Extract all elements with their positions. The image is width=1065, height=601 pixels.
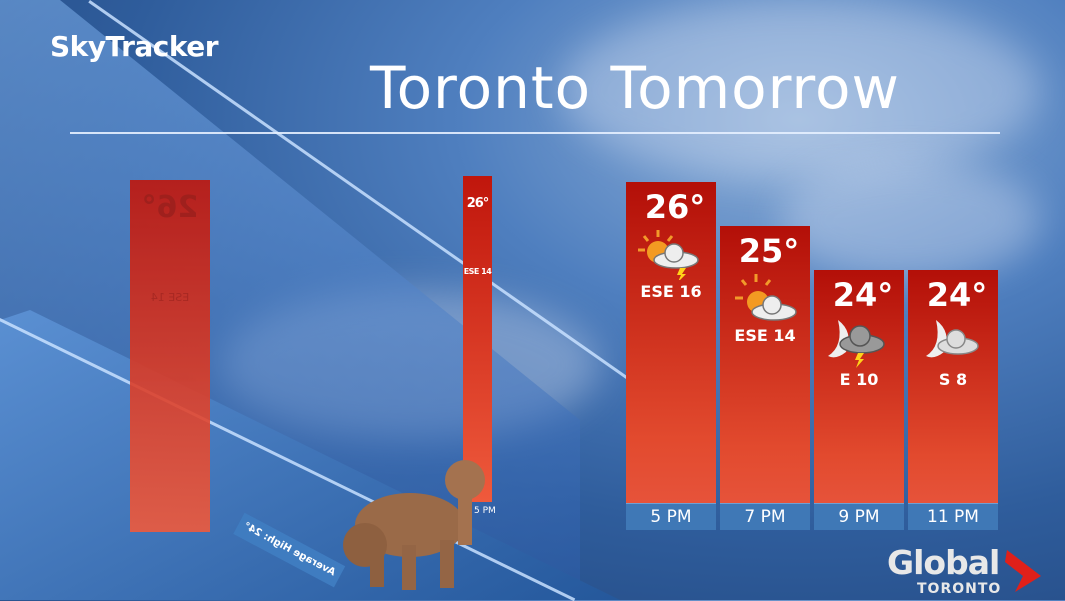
temperature: 26°: [644, 188, 706, 226]
wind: ESE 16: [640, 282, 702, 302]
temperature: 24°: [926, 276, 988, 314]
wind: E 10: [839, 370, 879, 390]
side-time: 5 PM: [474, 506, 496, 516]
side-column: 26° ESE 14: [463, 176, 492, 502]
reflected-temp: 26°: [141, 190, 199, 225]
global-city: TORONTO: [917, 581, 1002, 597]
forecast-column: 26° ESE 16: [626, 182, 716, 503]
side-wind: ESE 14: [463, 266, 492, 276]
global-chevron-logo: [1005, 550, 1041, 592]
divider: [70, 132, 1000, 134]
global-logo-text: Global: [887, 543, 1000, 582]
wind: ESE 14: [734, 326, 796, 346]
time-label: 9 PM: [814, 503, 904, 530]
sun-cloud-thunder-icon: [626, 228, 716, 281]
moon-cloud-icon: [908, 316, 998, 368]
time-label: 7 PM: [720, 503, 810, 530]
temperature: 25°: [738, 232, 800, 270]
forecast-column: 25° ESE 14: [720, 226, 810, 503]
sun-cloud-icon: [720, 272, 810, 324]
time-label: 5 PM: [626, 503, 716, 530]
time-label: 11 PM: [908, 503, 998, 530]
temperature: 24°: [832, 276, 894, 314]
skytracker-logo: SkyTracker: [50, 30, 219, 63]
reflected-column: 26° ESE 14: [130, 180, 210, 532]
moon-cloud-thunder-icon: [814, 316, 904, 369]
dog-image: [343, 460, 485, 590]
forecast-column: 24° S 8: [908, 270, 998, 503]
clouds: [780, 160, 1040, 280]
wind: S 8: [938, 370, 968, 390]
clouds: [560, 0, 1040, 180]
side-temp: 26°: [466, 196, 490, 211]
page-title: Toronto Tomorrow: [370, 54, 900, 122]
forecast-column: 24° E 10: [814, 270, 904, 503]
reflected-wind: ESE 14: [150, 291, 190, 304]
